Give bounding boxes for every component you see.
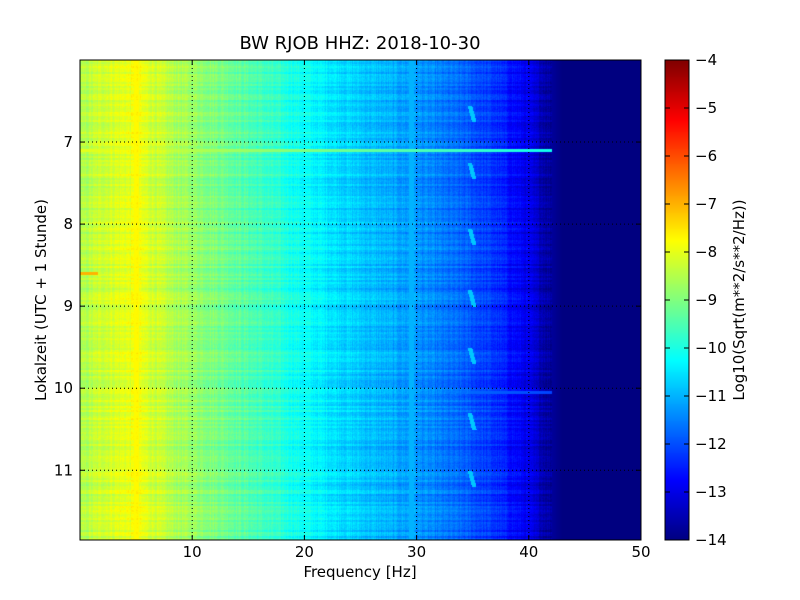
colorbar-tick-label: −11 bbox=[695, 387, 727, 405]
colorbar-ticks: −4 −5 −6 −7 −8 −9 −10 −11 −12 −13 −14 bbox=[665, 51, 727, 549]
colorbar-tick-label: −8 bbox=[695, 243, 717, 261]
y-tick-label: 10 bbox=[54, 379, 73, 397]
colorbar-tick-label: −14 bbox=[695, 531, 727, 549]
colorbar-tick-label: −4 bbox=[695, 51, 717, 69]
grid-lines bbox=[80, 60, 641, 540]
colorbar-tick-label: −13 bbox=[695, 483, 727, 501]
y-axis-label: Lokalzeit (UTC + 1 Stunde) bbox=[32, 199, 50, 401]
heatmap-container bbox=[80, 60, 641, 540]
x-tick-label: 50 bbox=[631, 543, 650, 561]
y-tick-label: 8 bbox=[63, 215, 73, 233]
x-tick-label: 30 bbox=[407, 543, 426, 561]
colorbar-tick-label: −6 bbox=[695, 147, 717, 165]
colorbar-tick-label: −5 bbox=[695, 99, 717, 117]
x-tick-label: 40 bbox=[519, 543, 538, 561]
x-tick-label: 10 bbox=[183, 543, 202, 561]
y-tick-label: 11 bbox=[54, 461, 73, 479]
colorbar: −4 −5 −6 −7 −8 −9 −10 −11 −12 −13 −14 Log10(Sqrt(m… bbox=[664, 51, 748, 549]
y-tick-label: 9 bbox=[63, 297, 73, 315]
chart-title: BW RJOB HHZ: 2018-10-30 bbox=[239, 33, 480, 54]
colorbar-tick-label: −7 bbox=[695, 195, 717, 213]
plot-frame bbox=[79, 59, 642, 541]
x-axis-label: Frequency [Hz] bbox=[303, 563, 416, 581]
y-tick-label: 7 bbox=[63, 133, 73, 151]
heatmap-image bbox=[80, 60, 641, 540]
x-tick-label: 20 bbox=[295, 543, 314, 561]
colorbar-tick-label: −12 bbox=[695, 435, 727, 453]
y-axis-ticks: 7 8 9 10 11 bbox=[54, 133, 641, 479]
colorbar-tick-label: −10 bbox=[695, 339, 727, 357]
colorbar-tick-label: −9 bbox=[695, 291, 717, 309]
plot-area: 10 20 30 40 50 7 8 9 10 11 bbox=[54, 59, 651, 561]
x-axis-ticks: 10 20 30 40 50 bbox=[183, 60, 651, 561]
colorbar-label: Log10(Sqrt(m**2/s**2/Hz)) bbox=[730, 199, 748, 400]
